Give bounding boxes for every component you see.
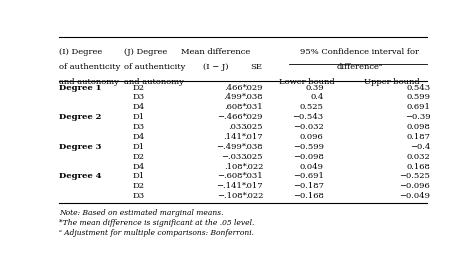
Text: .022: .022 bbox=[245, 163, 263, 170]
Text: D3: D3 bbox=[132, 192, 144, 200]
Text: .025: .025 bbox=[245, 153, 263, 161]
Text: Note: Based on estimated marginal means.: Note: Based on estimated marginal means. bbox=[59, 209, 224, 217]
Text: SE: SE bbox=[250, 63, 262, 72]
Text: 0.691: 0.691 bbox=[406, 103, 430, 111]
Text: .022: .022 bbox=[245, 192, 263, 200]
Text: D4: D4 bbox=[132, 133, 145, 141]
Text: .141*: .141* bbox=[223, 133, 246, 141]
Text: Degree 1: Degree 1 bbox=[59, 84, 102, 92]
Text: .038: .038 bbox=[245, 93, 263, 101]
Text: Degree 4: Degree 4 bbox=[59, 173, 102, 180]
Text: −0.096: −0.096 bbox=[400, 182, 430, 190]
Text: 0.187: 0.187 bbox=[406, 133, 430, 141]
Text: D4: D4 bbox=[132, 103, 145, 111]
Text: .608*: .608* bbox=[224, 103, 246, 111]
Text: 0.4: 0.4 bbox=[310, 93, 324, 101]
Text: −0.4: −0.4 bbox=[410, 143, 430, 151]
Text: and autonomy: and autonomy bbox=[124, 78, 183, 86]
Text: D1: D1 bbox=[132, 173, 144, 180]
Text: .038: .038 bbox=[245, 143, 263, 151]
Text: of authenticity: of authenticity bbox=[124, 63, 185, 72]
Text: D1: D1 bbox=[132, 143, 144, 151]
Text: .029: .029 bbox=[245, 84, 263, 92]
Text: .025: .025 bbox=[245, 123, 263, 131]
Text: −0.032: −0.032 bbox=[293, 123, 324, 131]
Text: (I) Degree: (I) Degree bbox=[59, 48, 102, 56]
Text: −0.168: −0.168 bbox=[293, 192, 324, 200]
Text: D1: D1 bbox=[132, 113, 144, 121]
Text: −0.187: −0.187 bbox=[293, 182, 324, 190]
Text: D3: D3 bbox=[132, 123, 144, 131]
Text: .029: .029 bbox=[245, 113, 263, 121]
Text: −0.691: −0.691 bbox=[293, 173, 324, 180]
Text: .108*: .108* bbox=[224, 163, 246, 170]
Text: Degree 2: Degree 2 bbox=[59, 113, 101, 121]
Text: (J) Degree: (J) Degree bbox=[124, 48, 167, 56]
Text: D2: D2 bbox=[132, 84, 144, 92]
Text: .033: .033 bbox=[228, 123, 246, 131]
Text: Lower bound: Lower bound bbox=[279, 78, 335, 86]
Text: −0.098: −0.098 bbox=[293, 153, 324, 161]
Text: −0.525: −0.525 bbox=[400, 173, 430, 180]
Text: differenceᵃ: differenceᵃ bbox=[337, 63, 383, 72]
Text: −.608*: −.608* bbox=[217, 173, 246, 180]
Text: −.108*: −.108* bbox=[217, 192, 246, 200]
Text: of authenticity: of authenticity bbox=[59, 63, 120, 72]
Text: 0.168: 0.168 bbox=[406, 163, 430, 170]
Text: 0.525: 0.525 bbox=[300, 103, 324, 111]
Text: 0.599: 0.599 bbox=[406, 93, 430, 101]
Text: 0.096: 0.096 bbox=[300, 133, 324, 141]
Text: Upper bound: Upper bound bbox=[364, 78, 419, 86]
Text: Mean difference: Mean difference bbox=[181, 48, 250, 56]
Text: .031: .031 bbox=[245, 173, 263, 180]
Text: Degree 3: Degree 3 bbox=[59, 143, 101, 151]
Text: *The mean difference is significant at the .05 level.: *The mean difference is significant at t… bbox=[59, 219, 255, 227]
Text: −0.39: −0.39 bbox=[405, 113, 430, 121]
Text: 0.098: 0.098 bbox=[406, 123, 430, 131]
Text: (I − J): (I − J) bbox=[202, 63, 228, 72]
Text: D2: D2 bbox=[132, 153, 144, 161]
Text: −.033: −.033 bbox=[221, 153, 246, 161]
Text: 0.543: 0.543 bbox=[406, 84, 430, 92]
Text: −.466*: −.466* bbox=[217, 113, 246, 121]
Text: 0.049: 0.049 bbox=[300, 163, 324, 170]
Text: D4: D4 bbox=[132, 163, 145, 170]
Text: D2: D2 bbox=[132, 182, 144, 190]
Text: 0.39: 0.39 bbox=[305, 84, 324, 92]
Text: −0.543: −0.543 bbox=[292, 113, 324, 121]
Text: .017: .017 bbox=[245, 133, 263, 141]
Text: 95% Confidence interval for: 95% Confidence interval for bbox=[300, 48, 419, 56]
Text: .466*: .466* bbox=[224, 84, 246, 92]
Text: −0.049: −0.049 bbox=[399, 192, 430, 200]
Text: 0.032: 0.032 bbox=[407, 153, 430, 161]
Text: .499*: .499* bbox=[223, 93, 246, 101]
Text: −0.599: −0.599 bbox=[293, 143, 324, 151]
Text: ᵃ Adjustment for multiple comparisons: Bonferroni.: ᵃ Adjustment for multiple comparisons: B… bbox=[59, 229, 254, 237]
Text: D3: D3 bbox=[132, 93, 144, 101]
Text: and autonomy: and autonomy bbox=[59, 78, 119, 86]
Text: −.141*: −.141* bbox=[217, 182, 246, 190]
Text: .031: .031 bbox=[245, 103, 263, 111]
Text: .017: .017 bbox=[245, 182, 263, 190]
Text: −.499*: −.499* bbox=[217, 143, 246, 151]
